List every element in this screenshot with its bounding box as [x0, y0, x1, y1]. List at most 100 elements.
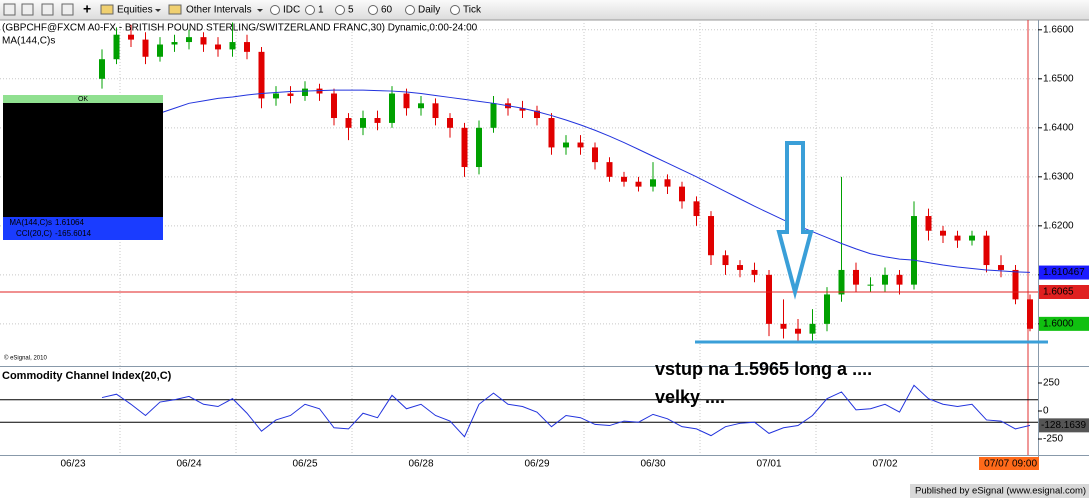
toolbar-item[interactable]: 60 — [381, 5, 393, 16]
candle-body — [911, 216, 917, 285]
price-marker-label: 1.6000 — [1043, 318, 1074, 329]
candle-body — [1027, 299, 1033, 329]
annotation: vstup na 1.5965 long a .... velky .... — [655, 141, 1048, 407]
candle-body — [258, 51, 265, 99]
candle-body — [621, 176, 627, 182]
candle-body — [229, 42, 236, 50]
candle-body — [345, 118, 352, 128]
candle-body — [461, 127, 468, 168]
candle-body — [519, 108, 526, 111]
icon-plus[interactable]: + — [83, 1, 91, 17]
y-tick-label: 0 — [1043, 406, 1049, 417]
candle-body — [273, 93, 279, 99]
candle-body — [476, 127, 482, 168]
data-window-body — [3, 103, 163, 217]
data-window-value: 09:00 — [55, 128, 76, 137]
data-window-value: 1.5990 — [55, 203, 80, 212]
toolbar-item[interactable]: Tick — [463, 5, 482, 16]
candle-body — [490, 103, 497, 128]
data-window-value: 1.6048 — [55, 171, 80, 180]
x-tick-label: 06/28 — [408, 459, 433, 470]
candle-body — [142, 39, 149, 57]
toolbar-item[interactable]: Other Intervals — [186, 5, 252, 16]
candle-body — [592, 147, 598, 163]
candle-body — [882, 274, 888, 285]
candle-body — [302, 88, 308, 96]
cci-marker — [1039, 418, 1089, 433]
candle-body — [679, 186, 685, 202]
data-window-value: -165.6014 — [55, 229, 92, 238]
grid — [0, 20, 1038, 455]
toolbar-item[interactable]: IDC — [283, 5, 300, 16]
candle-body — [940, 230, 946, 236]
icon[interactable] — [61, 3, 74, 16]
icon[interactable] — [21, 3, 34, 16]
x-tick-label: 06/30 — [640, 459, 665, 470]
icon[interactable] — [41, 3, 54, 16]
y-tick-label: 1.6500 — [1043, 73, 1074, 84]
x-tick-label: 06/29 — [524, 459, 549, 470]
toolbar-item[interactable]: 1 — [318, 5, 324, 16]
radio[interactable] — [450, 5, 460, 15]
chart-title: (GBPCHF@FXCM A0-FX - BRITISH POUND STERL… — [2, 23, 478, 34]
data-window-label: Csr#: — [33, 149, 52, 158]
copyright: © eSignal, 2010 — [4, 355, 47, 362]
candle-body — [113, 34, 120, 60]
data-window-header[interactable] — [3, 95, 163, 103]
y-tick-label: 1.6200 — [1043, 220, 1074, 231]
data-window-label: CCI(20,C) — [16, 229, 52, 238]
candle-body — [650, 179, 656, 187]
candle-body — [838, 269, 845, 295]
radio[interactable] — [305, 5, 315, 15]
price-marker — [1039, 284, 1089, 299]
y-tick-label: 1.6600 — [1043, 24, 1074, 35]
data-window-studies — [3, 217, 163, 240]
candle-body — [403, 93, 410, 109]
candle-body — [215, 44, 221, 50]
data-window-value: -0.9281 — [55, 160, 83, 169]
y-tick-label: 250 — [1043, 378, 1060, 389]
icon[interactable] — [3, 3, 16, 16]
folder-icon — [168, 4, 182, 15]
data-window-value: 45 — [55, 149, 64, 158]
candle-body — [867, 284, 874, 286]
radio[interactable] — [270, 5, 280, 15]
candle-body — [693, 201, 700, 217]
annotation-text: velky .... — [655, 387, 725, 407]
cci-marker-label: -128.1639 — [1041, 420, 1086, 431]
candle-body — [577, 142, 584, 148]
candle-body — [128, 34, 134, 40]
cursor-label-bg — [979, 457, 1039, 470]
x-tick-label: 06/24 — [176, 459, 201, 470]
candle-body — [780, 323, 787, 329]
candle-body — [722, 255, 729, 266]
candle-body — [534, 110, 540, 119]
data-window-value: 1.60649951 — [55, 139, 98, 148]
radio[interactable] — [335, 5, 345, 15]
data-window-label: Time: — [32, 128, 52, 137]
candle-body — [737, 265, 743, 270]
candle-body — [331, 93, 337, 119]
candle-body — [99, 59, 105, 79]
data-window-label: Open — [32, 171, 52, 180]
candle-body — [664, 179, 671, 187]
radio[interactable] — [405, 5, 415, 15]
toolbar-item[interactable]: Daily — [418, 5, 440, 16]
candle-body — [983, 235, 990, 266]
candle-body — [1012, 269, 1019, 300]
candle-body — [157, 44, 163, 57]
toolbar-item[interactable]: 5 — [348, 5, 354, 16]
legend-entry: Commodity Channel Index(20,C) — [2, 370, 172, 382]
y-tick-label: 1.6300 — [1043, 171, 1074, 182]
toolbar-item[interactable]: Equities — [117, 5, 153, 16]
toolbar-icons: + — [3, 1, 460, 17]
data-window-button[interactable]: OK — [78, 96, 88, 103]
x-tick-label: 06/25 — [292, 459, 317, 470]
radio[interactable] — [368, 5, 378, 15]
candle-body — [795, 328, 801, 334]
data-window-value: 07/07/10 — [55, 117, 87, 126]
data-window-label: MA(144,C)s — [9, 218, 52, 227]
candle-body — [896, 274, 903, 285]
